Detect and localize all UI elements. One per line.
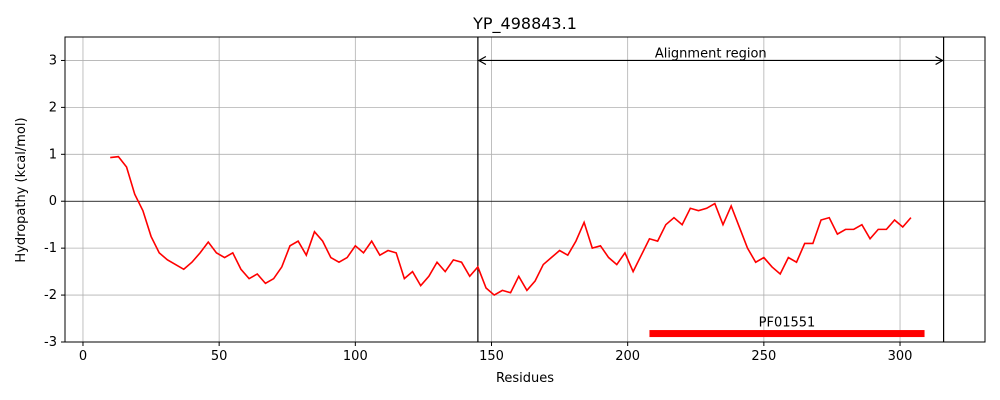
x-tick-label: 50	[211, 349, 228, 364]
y-tick-label: -1	[44, 241, 57, 256]
x-axis-label: Residues	[496, 371, 554, 386]
y-tick-label: 2	[49, 100, 57, 115]
y-tick-label: -2	[44, 288, 57, 303]
y-tick-label: -3	[44, 335, 57, 350]
x-tick-label: 250	[751, 349, 776, 364]
x-tick-label: 150	[479, 349, 504, 364]
y-tick-label: 1	[49, 147, 57, 162]
y-tick-label: 3	[49, 53, 57, 68]
arrow-head	[935, 55, 944, 65]
chart-title: YP_498843.1	[472, 14, 577, 34]
plot-frame	[64, 36, 986, 343]
x-tick-label: 300	[888, 349, 913, 364]
domain-bar	[649, 330, 925, 338]
x-tick-label: 200	[615, 349, 640, 364]
y-tick-label: 0	[49, 194, 57, 209]
domain-label: PF01551	[759, 316, 816, 331]
arrow-head	[477, 55, 487, 65]
x-tick-label: 0	[79, 349, 87, 364]
x-tick-label: 100	[343, 349, 368, 364]
y-axis-label: Hydropathy (kcal/mol)	[14, 117, 29, 262]
hydropathy-line	[110, 155, 912, 297]
arrow-label: Alignment region	[655, 46, 767, 61]
